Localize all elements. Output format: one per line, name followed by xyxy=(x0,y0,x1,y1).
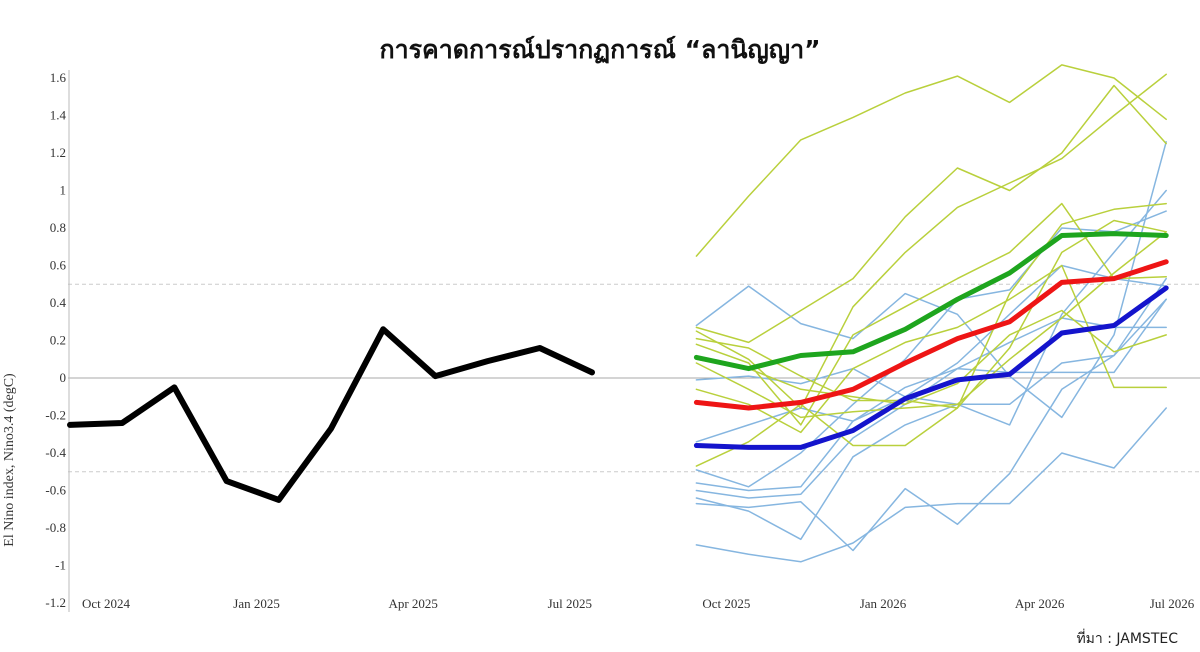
y-tick-label: 0.4 xyxy=(50,295,67,310)
y-tick-label: -1 xyxy=(55,558,66,573)
ensemble-member-line-blue xyxy=(695,277,1167,552)
forecast-line-green xyxy=(693,231,1169,372)
ensemble-member-line-green xyxy=(695,73,1167,409)
x-tick-label: Oct 2024 xyxy=(82,596,131,611)
x-tick-label: Jul 2025 xyxy=(548,596,592,611)
y-axis-label: El Nino index, Nino3.4 (degC) xyxy=(2,373,17,547)
ensemble-member-line-green xyxy=(695,264,1167,434)
y-tick-label: 0.8 xyxy=(50,220,66,235)
y-tick-label: -0.4 xyxy=(45,445,66,460)
x-tick-label: Apr 2025 xyxy=(388,596,437,611)
observed-line xyxy=(67,326,595,503)
y-tick-label: 0 xyxy=(60,370,67,385)
y-tick-label: 1.4 xyxy=(50,108,67,123)
x-tick-label: Jan 2026 xyxy=(860,596,907,611)
x-tick-label: Jul 2026 xyxy=(1150,596,1195,611)
ensemble-member-line-blue xyxy=(695,264,1167,443)
x-tick-label: Jan 2025 xyxy=(233,596,280,611)
y-tick-label: -0.6 xyxy=(45,483,66,498)
x-tick-label: Apr 2026 xyxy=(1015,596,1065,611)
y-tick-label: -0.2 xyxy=(45,408,66,423)
forecast-line-red xyxy=(693,259,1169,411)
ensemble-member-line-green xyxy=(695,84,1167,344)
y-tick-label: 1.2 xyxy=(50,145,66,160)
chart-title: การคาดการณ์ปรากฏการณ์ “ลานิญญา” xyxy=(379,35,821,64)
ensemble-member-line-blue xyxy=(695,298,1167,541)
ensemble-member-line-green xyxy=(695,202,1167,426)
ensemble-member-line-green xyxy=(695,202,1167,467)
ensemble-member-line-blue xyxy=(695,141,1167,419)
forecast-line-blue xyxy=(693,285,1169,450)
ensemble-member-line-blue xyxy=(695,317,1167,492)
y-tick-label: -0.8 xyxy=(45,520,66,535)
y-tick-label: 1 xyxy=(60,183,67,198)
ensemble-member-line-green xyxy=(695,64,1167,257)
x-tick-label: Oct 2025 xyxy=(702,596,750,611)
ensemble-member-line-blue xyxy=(695,407,1167,563)
y-tick-label: -1.2 xyxy=(45,595,66,610)
source-credit: ที่มา : JAMSTEC xyxy=(1076,631,1178,647)
y-tick-label: 1.6 xyxy=(50,70,67,85)
ensemble-member-line-blue xyxy=(695,189,1167,426)
y-tick-label: 0.6 xyxy=(50,258,67,273)
y-tick-label: 0.2 xyxy=(50,333,66,348)
ensemble-member-line-blue xyxy=(695,210,1167,488)
